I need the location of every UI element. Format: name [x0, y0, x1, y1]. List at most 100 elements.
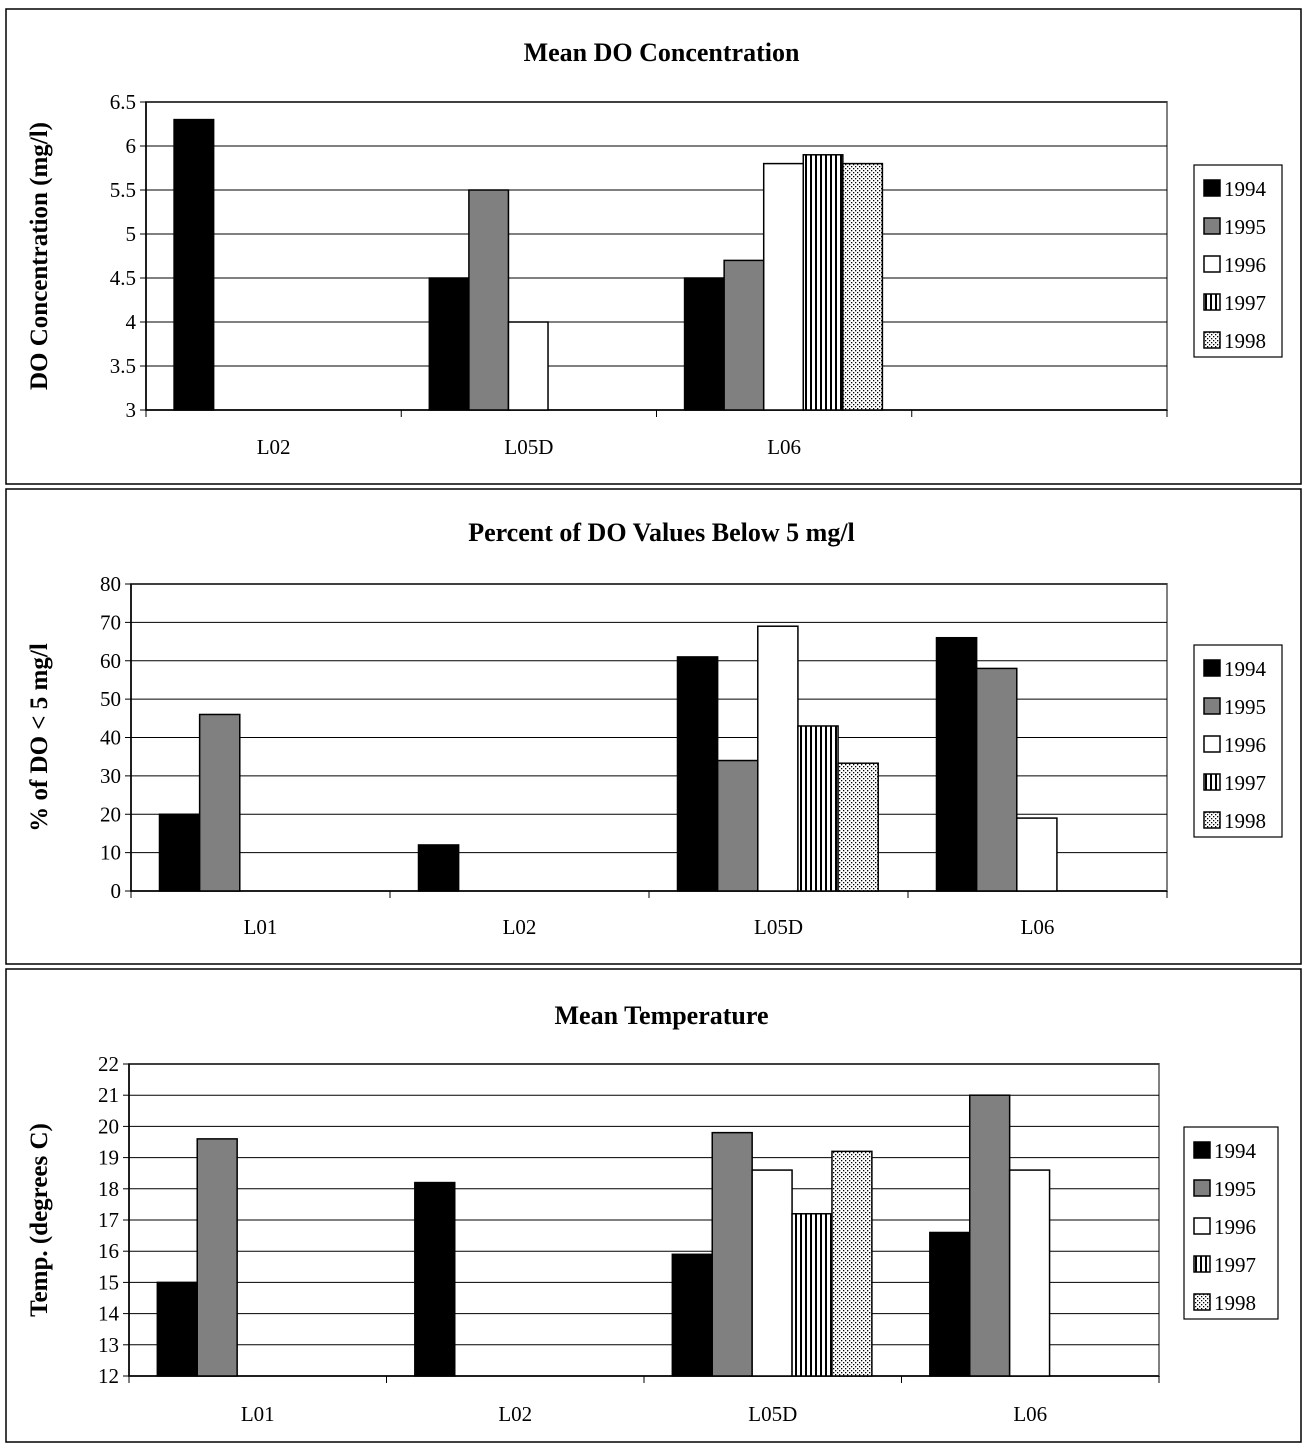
y-tick-label: 21	[98, 1083, 119, 1107]
y-tick-label: 5	[126, 222, 137, 246]
y-tick-label: 4	[126, 310, 137, 334]
legend-label-1994: 1994	[1224, 657, 1267, 681]
bar-l05d-1997	[797, 725, 839, 892]
x-tick-label-l01: L01	[244, 915, 278, 939]
bar-l05d-1996	[751, 1169, 793, 1377]
x-tick-label-l05d: L05D	[754, 915, 803, 939]
legend-swatch-1997	[1193, 1255, 1211, 1273]
legend-label-1998: 1998	[1214, 1291, 1256, 1315]
legend-label-1998: 1998	[1224, 809, 1266, 833]
legend-swatch-1995	[1193, 1179, 1211, 1197]
legend-label-1994: 1994	[1224, 177, 1267, 201]
bar-l05d-1994	[671, 1253, 713, 1377]
bar-l05d-1995	[716, 759, 759, 892]
y-tick-label: 50	[100, 687, 121, 711]
bar-l06-1994	[935, 636, 978, 892]
legend-label-1994: 1994	[1214, 1139, 1257, 1163]
y-tick-label: 10	[100, 841, 121, 865]
bar-l06-1996	[1008, 1169, 1051, 1377]
bar-l06-1995	[975, 667, 1018, 892]
chart-percent-do-below-5: Percent of DO Values Below 5 mg/l % of DO…	[5, 488, 1302, 965]
legend-swatch-1995	[1203, 697, 1221, 715]
legend-swatch-1994	[1203, 179, 1221, 197]
y-tick-label: 60	[100, 649, 121, 673]
x-tick-label-l01: L01	[241, 1402, 275, 1426]
bar-l05d-1998	[831, 1150, 873, 1377]
legend-swatch-1996	[1203, 255, 1221, 273]
y-tick-label: 13	[98, 1333, 119, 1357]
y-tick-label: 4.5	[110, 266, 136, 290]
x-tick-label-l05d: L05D	[748, 1402, 797, 1426]
y-tick-label: 3.5	[110, 354, 136, 378]
bar-l06-1995	[723, 259, 765, 411]
chart-mean-do-concentration: Mean DO Concentration DO Concentration (m…	[5, 8, 1302, 485]
legend-swatch-1995	[1203, 217, 1221, 235]
chart-title: Mean Temperature	[555, 1001, 769, 1030]
y-axis-label: Temp. (degrees C)	[26, 1123, 53, 1317]
legend-swatch-1994	[1203, 659, 1221, 677]
bar-l02-1994	[173, 118, 215, 411]
y-tick-label: 12	[98, 1364, 119, 1388]
x-tick-label-l06: L06	[1021, 915, 1055, 939]
legend-label-1996: 1996	[1224, 253, 1266, 277]
x-tick-label-l02: L02	[257, 435, 291, 459]
bar-l02-1994	[417, 844, 460, 892]
y-tick-label: 16	[98, 1239, 119, 1263]
legend-swatch-1998	[1203, 811, 1221, 829]
legend-label-1997: 1997	[1214, 1253, 1256, 1277]
y-axis-label: % of DO < 5 mg/l	[26, 643, 53, 832]
legend-swatch-1998	[1203, 331, 1221, 349]
x-tick-label-l05d: L05D	[504, 435, 553, 459]
chart-panel-mean-do: Mean DO Concentration DO Concentration (m…	[5, 8, 1302, 485]
x-tick-label-l02: L02	[498, 1402, 532, 1426]
bar-l05d-1997	[791, 1213, 833, 1377]
legend-label-1995: 1995	[1224, 215, 1266, 239]
legend-label-1995: 1995	[1224, 695, 1266, 719]
y-tick-label: 14	[98, 1302, 120, 1326]
y-tick-label: 0	[111, 879, 122, 903]
y-tick-label: 17	[98, 1208, 119, 1232]
legend-label-1996: 1996	[1214, 1215, 1256, 1239]
legend-label-1996: 1996	[1224, 733, 1266, 757]
y-tick-label: 5.5	[110, 178, 136, 202]
bar-l06-1994	[929, 1231, 971, 1377]
chart-title: Mean DO Concentration	[524, 38, 800, 67]
legend-label-1998: 1998	[1224, 329, 1266, 353]
y-tick-label: 22	[98, 1052, 119, 1076]
y-tick-label: 19	[98, 1146, 119, 1170]
legend-label-1995: 1995	[1214, 1177, 1256, 1201]
legend-swatch-1994	[1193, 1141, 1211, 1159]
bar-l02-1994	[414, 1181, 456, 1377]
bar-l06-1997	[802, 154, 844, 411]
x-tick-label-l02: L02	[503, 915, 537, 939]
y-tick-label: 6.5	[110, 90, 136, 114]
y-tick-label: 30	[100, 764, 121, 788]
chart-panel-mean-temp: Mean Temperature Temp. (degrees C) 12 13 14 1…	[5, 968, 1302, 1443]
y-tick-label: 80	[100, 572, 121, 596]
legend-label-1997: 1997	[1224, 291, 1266, 315]
bar-l06-1996	[1016, 817, 1058, 892]
bar-l06-1998	[842, 162, 884, 411]
x-tick-label-l06: L06	[767, 435, 801, 459]
bar-l05d-1995	[468, 189, 510, 411]
chart-title: Percent of DO Values Below 5 mg/l	[468, 518, 855, 547]
chart-frame	[5, 8, 1302, 485]
y-tick-label: 40	[100, 726, 121, 750]
bar-l01-1994	[156, 1281, 198, 1377]
chart-mean-temperature: Mean Temperature Temp. (degrees C) 12 13 14 1…	[5, 968, 1302, 1443]
bar-l01-1995	[198, 713, 241, 892]
legend-swatch-1996	[1203, 735, 1221, 753]
legend-label-1997: 1997	[1224, 771, 1266, 795]
bar-l05d-1995	[711, 1131, 753, 1377]
bar-l01-1994	[158, 813, 201, 892]
bar-l05d-1994	[428, 277, 470, 411]
bar-l05d-1996	[757, 625, 799, 892]
y-axis-label: DO Concentration (mg/l)	[26, 122, 53, 390]
y-tick-label: 20	[100, 802, 121, 826]
legend-swatch-1996	[1193, 1217, 1211, 1235]
bar-l06-1996	[762, 162, 805, 411]
bar-l06-1994	[683, 277, 725, 411]
y-tick-label: 70	[100, 610, 121, 634]
y-tick-label: 20	[98, 1114, 119, 1138]
bar-l01-1995	[196, 1138, 238, 1377]
